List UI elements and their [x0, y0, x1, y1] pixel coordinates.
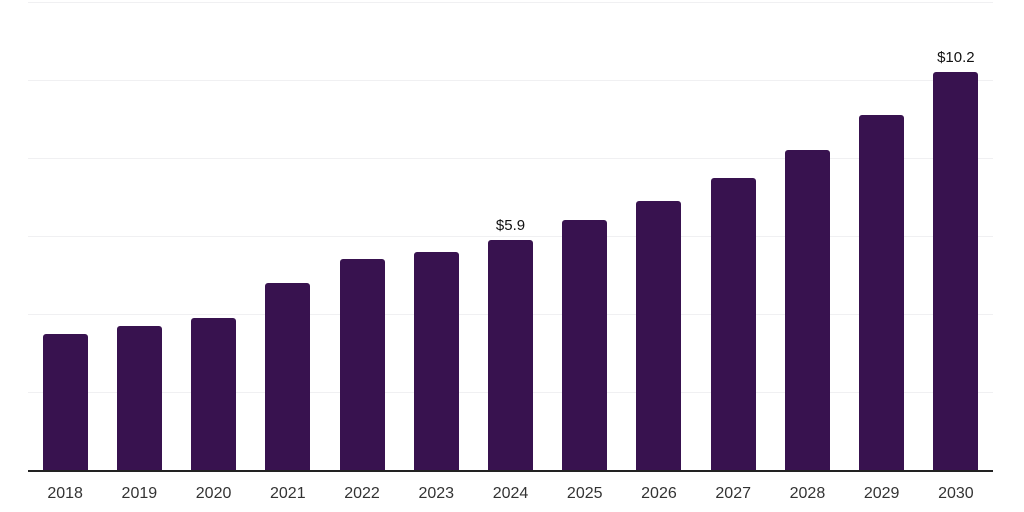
x-tick-label-2029: 2029	[863, 485, 900, 502]
gridline-y-10	[28, 80, 993, 81]
x-tick-label-2019: 2019	[121, 485, 158, 502]
gridline-y-8	[28, 158, 993, 159]
x-tick-label-2028: 2028	[789, 485, 826, 502]
x-axis-line	[28, 470, 993, 472]
x-tick-label-2027: 2027	[715, 485, 751, 502]
bar-2025	[562, 220, 608, 470]
x-tick-label-2020: 2020	[195, 485, 232, 502]
x-tick-label-2024: 2024	[492, 485, 529, 502]
bar-2019	[116, 325, 162, 470]
x-tick-label-2023: 2023	[418, 485, 455, 502]
x-tick-label-2018: 2018	[47, 485, 83, 502]
bar-2026	[636, 200, 682, 470]
x-tick-label-2021: 2021	[270, 485, 306, 502]
gridline-y-12	[28, 2, 993, 3]
bar-2020	[191, 317, 237, 470]
bar-2028	[784, 150, 830, 470]
x-tick-label-2025: 2025	[566, 485, 603, 502]
bar-2022	[339, 259, 385, 470]
gridline-y-6	[28, 236, 993, 237]
bar-2024	[488, 239, 533, 470]
bar-2021	[265, 282, 311, 470]
bar-2018	[42, 333, 88, 470]
bar-value-label-2024: $5.9	[495, 216, 526, 234]
plot-area	[28, 2, 993, 470]
bar-2030	[933, 72, 979, 470]
x-tick-label-2030: 2030	[938, 485, 974, 502]
x-tick-label-2022: 2022	[344, 485, 380, 502]
bar-value-label-2030: $10.2	[937, 49, 975, 67]
bar-2029	[859, 115, 905, 470]
bar-2023	[413, 251, 459, 470]
bar-2027	[710, 177, 756, 470]
x-tick-label-2026: 2026	[641, 485, 677, 502]
